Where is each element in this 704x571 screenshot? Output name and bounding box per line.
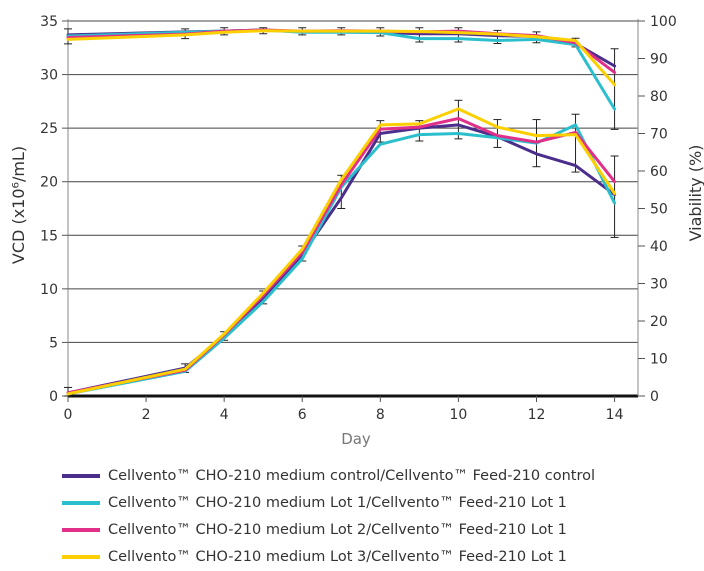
axes bbox=[62, 19, 645, 402]
legend-item: Cellvento™ CHO-210 medium Lot 2/Cellvent… bbox=[62, 516, 702, 543]
y-right-tick-label: 90 bbox=[650, 52, 668, 68]
y-right-tick-label: 0 bbox=[650, 389, 659, 405]
y-right-tick-label: 30 bbox=[650, 277, 668, 293]
legend-item: Cellvento™ CHO-210 medium Lot 3/Cellvent… bbox=[62, 543, 702, 570]
legend-item: Cellvento™ CHO-210 medium Lot 1/Cellvent… bbox=[62, 489, 702, 516]
legend-swatch bbox=[62, 500, 100, 505]
y-left-tick-label: 10 bbox=[40, 282, 58, 298]
x-tick-label: 8 bbox=[376, 407, 385, 423]
y-right-tick-label: 80 bbox=[650, 89, 668, 105]
vcd-line-series-3 bbox=[66, 117, 617, 395]
legend-swatch bbox=[62, 473, 100, 478]
legend-swatch bbox=[62, 527, 100, 532]
y-left-tick-label: 20 bbox=[40, 175, 58, 191]
x-tick-label: 6 bbox=[298, 407, 307, 423]
x-tick-label: 12 bbox=[528, 407, 546, 423]
series-lines bbox=[66, 28, 617, 396]
y-right-tick-label: 70 bbox=[650, 127, 668, 143]
legend-label: Cellvento™ CHO-210 medium Lot 1/Cellvent… bbox=[108, 494, 567, 511]
y-left-tick-label: 15 bbox=[40, 228, 58, 244]
vcd-line-series-1 bbox=[66, 123, 617, 395]
y-right-tick-label: 10 bbox=[650, 352, 668, 368]
x-tick-label: 4 bbox=[220, 407, 229, 423]
y-left-tick-label: 25 bbox=[40, 121, 58, 137]
y-left-tick-label: 35 bbox=[40, 14, 58, 30]
y-left-tick-label: 0 bbox=[49, 389, 58, 405]
y-right-tick-label: 50 bbox=[650, 202, 668, 218]
legend-label: Cellvento™ CHO-210 medium Lot 3/Cellvent… bbox=[108, 548, 567, 565]
x-tick-label: 14 bbox=[606, 407, 624, 423]
legend-label: Cellvento™ CHO-210 medium Lot 2/Cellvent… bbox=[108, 521, 567, 538]
legend: Cellvento™ CHO-210 medium control/Cellve… bbox=[62, 462, 702, 570]
y-right-tick-label: 20 bbox=[650, 314, 668, 330]
x-axis-title: Day bbox=[341, 430, 371, 448]
y-axis-right-title: Viability (%) bbox=[686, 145, 704, 242]
tick-labels: 0 5 10 15 20 25 30 35 0 10 20 30 40 50 60 70 80 90 100 0 2 4 6… bbox=[40, 14, 677, 423]
legend-swatch bbox=[62, 554, 100, 559]
y-left-tick-label: 5 bbox=[49, 335, 58, 351]
y-left-tick-label: 30 bbox=[40, 68, 58, 84]
legend-label: Cellvento™ CHO-210 medium control/Cellve… bbox=[108, 467, 596, 484]
vcd-line-series-2 bbox=[66, 123, 617, 396]
viability-line-series-2 bbox=[66, 28, 617, 111]
x-tick-label: 10 bbox=[449, 407, 467, 423]
legend-item: Cellvento™ CHO-210 medium control/Cellve… bbox=[62, 462, 702, 489]
x-tick-label: 0 bbox=[64, 407, 73, 423]
gridlines bbox=[68, 20, 638, 343]
error-bars bbox=[64, 27, 619, 397]
vcd-line-series-4 bbox=[66, 107, 617, 396]
viability-line-series-4 bbox=[66, 29, 617, 87]
y-right-tick-label: 100 bbox=[650, 14, 677, 30]
y-right-tick-label: 40 bbox=[650, 239, 668, 255]
x-tick-label: 2 bbox=[142, 407, 151, 423]
y-axis-left-title: VCD (x10⁶/mL) bbox=[9, 146, 28, 264]
chart: 0 5 10 15 20 25 30 35 0 10 20 30 40 50 60 70 80 90 100 0 2 4 6… bbox=[9, 14, 704, 448]
y-right-tick-label: 60 bbox=[650, 164, 668, 180]
